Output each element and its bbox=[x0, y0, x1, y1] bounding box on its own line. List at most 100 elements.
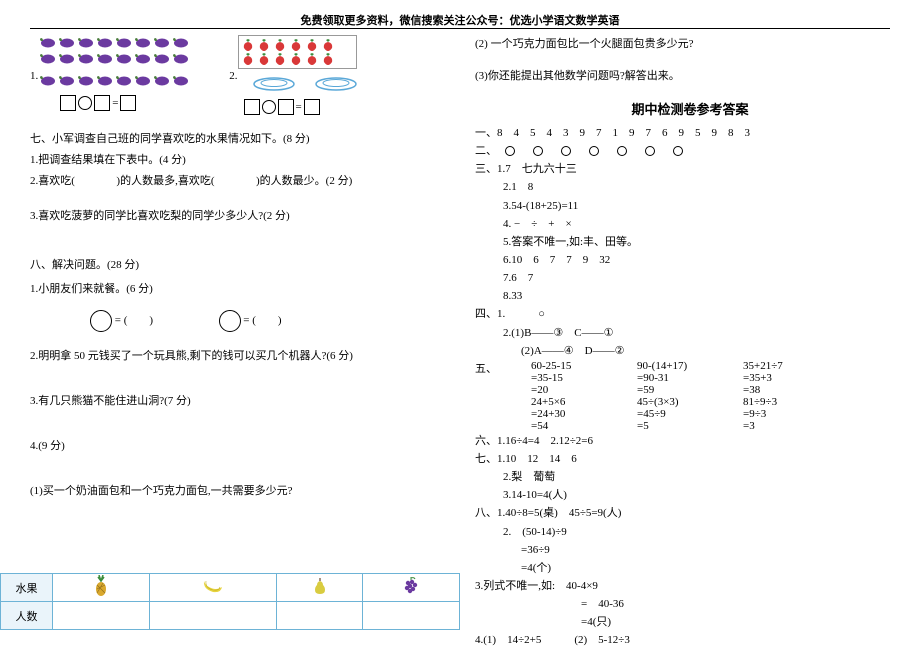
eggplant-icon bbox=[133, 35, 151, 49]
equation-row: = ( ) = ( ) bbox=[90, 310, 460, 332]
answer-key-title: 期中检测卷参考答案 bbox=[475, 99, 905, 118]
ak-3: 三、1.7 七九六十三 bbox=[475, 160, 905, 178]
eggplant-icon bbox=[76, 51, 94, 65]
eggplant-icon bbox=[95, 51, 113, 65]
empty-box[interactable] bbox=[120, 95, 136, 111]
small-circle bbox=[505, 146, 515, 156]
eggplant-icon bbox=[76, 35, 94, 49]
empty-circle[interactable] bbox=[78, 96, 92, 110]
empty-circle[interactable] bbox=[262, 100, 276, 114]
count-cell[interactable] bbox=[363, 602, 460, 630]
ak-5-row: 五、 60-25-1590-(14+17)35+21÷7 =35-15=90-3… bbox=[475, 360, 905, 432]
eggplant-row-2 bbox=[38, 51, 189, 65]
pineapple-icon bbox=[92, 575, 110, 600]
empty-box[interactable] bbox=[94, 95, 110, 111]
ak5-r2c: =35+3 bbox=[743, 372, 823, 384]
empty-box[interactable] bbox=[244, 99, 260, 115]
small-circle bbox=[533, 146, 543, 156]
straw-row-2 bbox=[241, 52, 354, 66]
strawberry-grid: = bbox=[238, 35, 357, 115]
q1-number: 1. bbox=[30, 70, 38, 82]
strawberry-box bbox=[238, 35, 357, 69]
banana-icon bbox=[201, 577, 225, 598]
plate-icon bbox=[315, 77, 357, 91]
ak5-r2a: =35-15 bbox=[531, 372, 611, 384]
grape-icon bbox=[402, 576, 420, 599]
eggplant-icon bbox=[76, 73, 94, 87]
empty-box[interactable] bbox=[304, 99, 320, 115]
sec8-2: 2.明明拿 50 元钱买了一个玩具熊,剩下的钱可以买几个机器人?(6 分) bbox=[30, 346, 460, 367]
ak-4-2a: 2.(1)B——③ C——① bbox=[503, 324, 905, 342]
ak5-r6a: =54 bbox=[531, 420, 611, 432]
sec8-3: 3.有几只熊猫不能住进山洞?(7 分) bbox=[30, 391, 460, 412]
sec7-2a: 2.喜欢吃( bbox=[30, 175, 75, 187]
ak-8-3: 3.列式不唯一,如: 40-4×9 bbox=[475, 577, 905, 595]
eggplant-icon bbox=[114, 51, 132, 65]
plates bbox=[253, 77, 357, 91]
fruit-table: 水果 人数 bbox=[0, 573, 460, 630]
strawberry-icon bbox=[305, 52, 320, 66]
ak2-label: 二、 bbox=[475, 142, 497, 160]
eggplant-icon bbox=[57, 51, 75, 65]
table-row: 人数 bbox=[1, 602, 460, 630]
eggplant-icon bbox=[95, 35, 113, 49]
count-cell[interactable] bbox=[53, 602, 150, 630]
strawberry-icon bbox=[273, 52, 288, 66]
sec7-1: 1.把调查结果填在下表中。(4 分) bbox=[30, 150, 460, 171]
sec7-title: 七、小军调查自己班的同学喜欢吃的水果情况如下。(8 分) bbox=[30, 129, 460, 150]
ak-2: 二、 bbox=[475, 142, 905, 160]
horizontal-rule bbox=[30, 28, 890, 29]
eggplant-icon bbox=[152, 35, 170, 49]
ak-4-2b: (2)A——④ D——② bbox=[521, 342, 905, 360]
ak-5-label: 五、 bbox=[475, 360, 503, 432]
ak5-r1a: 60-25-15 bbox=[531, 360, 611, 372]
circle-blank[interactable] bbox=[90, 310, 112, 332]
right-q2: (2) 一个巧克力面包比一个火腿面包贵多少元? bbox=[475, 35, 905, 51]
eggplant-icon bbox=[38, 73, 56, 87]
ak5-r5c: =9÷3 bbox=[743, 408, 823, 420]
eggplant-icon bbox=[171, 51, 189, 65]
ak5-r6c: =3 bbox=[743, 420, 823, 432]
ak2-circles bbox=[505, 146, 683, 156]
strawberry-icon bbox=[241, 52, 256, 66]
q2-number: 2. bbox=[229, 70, 237, 82]
fruit-table-wrap: 水果 人数 bbox=[0, 573, 460, 630]
small-circle bbox=[645, 146, 655, 156]
small-circle bbox=[561, 146, 571, 156]
strawberry-icon bbox=[257, 52, 272, 66]
eggplant-icon bbox=[133, 73, 151, 87]
empty-box[interactable] bbox=[278, 99, 294, 115]
ak5-r4a: 24+5×6 bbox=[531, 396, 611, 408]
count-cell[interactable] bbox=[149, 602, 276, 630]
ak5-r4b: 45÷(3×3) bbox=[637, 396, 717, 408]
equals: = bbox=[112, 97, 118, 109]
circle-blank[interactable] bbox=[219, 310, 241, 332]
empty-box[interactable] bbox=[60, 95, 76, 111]
ak5-r3c: =38 bbox=[743, 384, 823, 396]
small-circle bbox=[673, 146, 683, 156]
eggplant-grid: = bbox=[38, 35, 189, 111]
ak-8-2c: =4(个) bbox=[521, 559, 905, 577]
count-header: 人数 bbox=[1, 602, 53, 630]
ak-7: 七、1.10 12 14 6 bbox=[475, 450, 905, 468]
eggplant-icon bbox=[57, 73, 75, 87]
ak-3-5: 5.答案不唯一,如:丰、田等。 bbox=[503, 233, 905, 251]
page-header: 免费领取更多资料，微信搜索关注公众号：优选小学语文数学英语 bbox=[0, 12, 920, 28]
ak-8-2b: =36÷9 bbox=[521, 541, 905, 559]
eggplant-icon bbox=[133, 51, 151, 65]
ak5-r6b: =5 bbox=[637, 420, 717, 432]
ak5-r3a: =20 bbox=[531, 384, 611, 396]
count-cell[interactable] bbox=[276, 602, 362, 630]
sec8-1: 1.小朋友们来就餐。(6 分) bbox=[30, 279, 460, 300]
small-circle bbox=[617, 146, 627, 156]
ak-8-2: 2. (50-14)÷9 bbox=[503, 523, 905, 541]
ak-7-2: 2.梨 葡萄 bbox=[503, 468, 905, 486]
ak5-r5b: =45÷9 bbox=[637, 408, 717, 420]
question-1: 1. bbox=[30, 35, 189, 115]
strawberry-icon bbox=[289, 52, 304, 66]
eggplant-icon bbox=[171, 35, 189, 49]
strawberry-icon bbox=[241, 38, 256, 52]
right-q3: (3)你还能提出其他数学问题吗?解答出来。 bbox=[475, 67, 905, 83]
ak-3-8: 8.33 bbox=[503, 287, 905, 305]
ak5-r5a: =24+30 bbox=[531, 408, 611, 420]
